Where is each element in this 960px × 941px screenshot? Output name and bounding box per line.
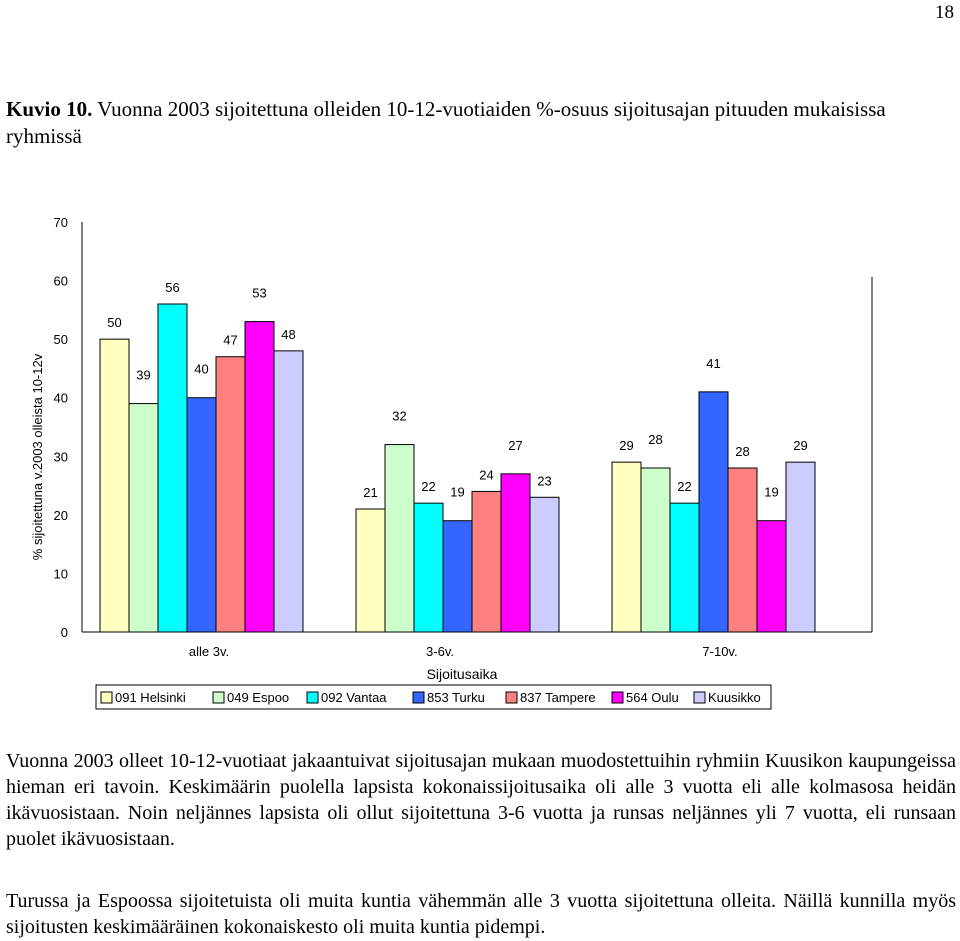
data-label: 48 <box>281 327 295 342</box>
y-tick-label: 70 <box>54 215 68 230</box>
body-paragraph-2: Turussa ja Espoossa sijoitetuista oli mu… <box>6 890 956 938</box>
bar-049-espoo <box>384 444 415 633</box>
bar-837-tampere <box>471 490 502 633</box>
chart-data-labels: 50 21 29 39 32 28 56 22 22 40 19 41 47 24 28 53 27 19 48 23… <box>107 280 807 500</box>
bar-091-helsinki <box>611 461 642 633</box>
data-label: 28 <box>735 444 749 459</box>
bar-091-helsinki <box>99 338 130 633</box>
bar-837-tampere <box>215 356 246 633</box>
data-label: 24 <box>479 467 493 482</box>
bar-049-espoo <box>640 467 671 633</box>
data-label: 53 <box>252 286 266 301</box>
x-tick-label: alle 3v. <box>189 644 229 659</box>
body-paragraph-1: Vuonna 2003 olleet 10-12-vuotiaat jakaan… <box>6 750 956 850</box>
legend-swatch <box>212 691 225 704</box>
bar-837-tampere <box>727 467 758 633</box>
y-tick-label: 50 <box>54 332 68 347</box>
data-label: 21 <box>363 485 377 500</box>
y-tick-label: 20 <box>54 508 68 523</box>
data-label: 22 <box>677 479 691 494</box>
bar-092-vantaa <box>669 502 700 633</box>
data-label: 28 <box>648 432 662 447</box>
x-axis-label: Sijoitusaika <box>427 666 498 682</box>
bar-853-turku <box>186 397 217 633</box>
legend-label: 049 Espoo <box>227 690 289 705</box>
data-label: 47 <box>223 333 237 348</box>
bar-564-oulu <box>756 520 787 633</box>
bar-564-oulu <box>244 321 275 633</box>
bar-kuusikko <box>529 496 560 633</box>
legend-label: 092 Vantaa <box>321 690 387 705</box>
chart-bars <box>99 303 816 633</box>
y-tick-label: 0 <box>61 625 68 640</box>
y-tick-label: 60 <box>54 274 68 289</box>
data-label: 23 <box>537 473 551 488</box>
figure-caption: Kuvio 10. Vuonna 2003 sijoitettuna ollei… <box>6 96 956 150</box>
y-tick-label: 10 <box>54 566 68 581</box>
legend-box <box>95 684 772 710</box>
x-tick-label: 7-10v. <box>702 644 737 659</box>
bar-853-turku <box>442 520 473 633</box>
figure-label: Kuvio 10. <box>6 97 93 121</box>
data-label: 50 <box>107 315 121 330</box>
data-label: 29 <box>619 438 633 453</box>
data-label: 22 <box>421 479 435 494</box>
data-label: 32 <box>392 409 406 424</box>
legend-label: Kuusikko <box>708 690 761 705</box>
bar-853-turku <box>698 391 729 633</box>
data-label: 39 <box>136 368 150 383</box>
legend-swatch <box>693 691 706 704</box>
legend-label: 853 Turku <box>427 690 485 705</box>
legend-label: 564 Oulu <box>626 690 679 705</box>
legend-label: 837 Tampere <box>520 690 596 705</box>
bar-092-vantaa <box>157 303 188 633</box>
data-label: 41 <box>706 356 720 371</box>
figure-title: Vuonna 2003 sijoitettuna olleiden 10-12-… <box>6 97 886 148</box>
legend-swatch <box>505 691 518 704</box>
legend-label: 091 Helsinki <box>115 690 186 705</box>
data-label: 19 <box>764 485 778 500</box>
bar-kuusikko <box>785 461 816 633</box>
y-axis-label: % sijoitettuna v.2003 olleista 10-12v <box>30 353 45 560</box>
bar-091-helsinki <box>355 508 386 633</box>
bar-092-vantaa <box>413 502 444 633</box>
bar-564-oulu <box>500 473 531 633</box>
chart-legend: 091 Helsinki 049 Espoo 092 Vantaa 853 Turku… <box>95 684 772 710</box>
x-tick-label: 3-6v. <box>426 644 454 659</box>
data-label: 29 <box>793 438 807 453</box>
legend-swatch <box>306 691 319 704</box>
bar-049-espoo <box>128 403 159 633</box>
legend-swatch <box>412 691 425 704</box>
bar-kuusikko <box>273 350 304 633</box>
y-tick-label: 30 <box>54 449 68 464</box>
page-number: 18 <box>935 2 954 23</box>
data-label: 40 <box>194 362 208 377</box>
legend-swatch <box>100 691 113 704</box>
legend-swatch <box>611 691 624 704</box>
data-label: 56 <box>165 280 179 295</box>
y-tick-label: 40 <box>54 391 68 406</box>
data-label: 19 <box>450 485 464 500</box>
data-label: 27 <box>508 438 522 453</box>
bar-chart: 0 10 20 30 40 50 60 70 alle 3v. 3-6v. 7-10v. 50 21 2… <box>30 215 873 710</box>
